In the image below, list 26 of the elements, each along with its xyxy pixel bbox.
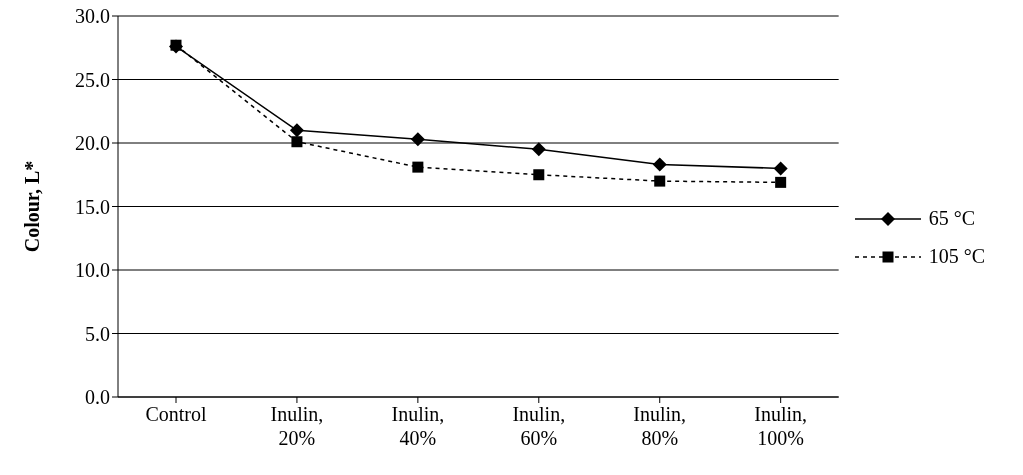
y-axis-title: Colour, L* bbox=[21, 160, 44, 253]
x-tick-label: Inulin, 100% bbox=[754, 403, 808, 449]
legend-label: 105 °C bbox=[928, 245, 985, 268]
y-tick-label: 5.0 bbox=[85, 322, 110, 345]
point bbox=[775, 176, 787, 188]
x-tick-label: Inulin, 60% bbox=[512, 403, 566, 449]
point bbox=[291, 136, 303, 148]
point bbox=[652, 157, 667, 172]
point bbox=[773, 161, 788, 176]
x-tick-label: Inulin, 20% bbox=[270, 403, 324, 449]
y-tick-label: 30.0 bbox=[75, 5, 110, 28]
point bbox=[410, 132, 425, 147]
point bbox=[654, 175, 666, 187]
point bbox=[531, 142, 546, 157]
y-tick-label: 15.0 bbox=[75, 195, 110, 218]
legend-label: 65 °C bbox=[928, 207, 975, 230]
y-tick-label: 25.0 bbox=[75, 68, 110, 91]
point bbox=[289, 123, 304, 138]
point bbox=[412, 161, 424, 173]
y-tick-label: 10.0 bbox=[75, 259, 110, 282]
y-tick-label: 0.0 bbox=[85, 386, 110, 409]
y-tick-label: 20.0 bbox=[75, 132, 110, 155]
x-tick-label: Inulin, 80% bbox=[633, 403, 687, 449]
x-tick-label: Inulin, 40% bbox=[391, 403, 445, 449]
x-tick-label: Control bbox=[145, 403, 207, 425]
point bbox=[533, 169, 545, 181]
